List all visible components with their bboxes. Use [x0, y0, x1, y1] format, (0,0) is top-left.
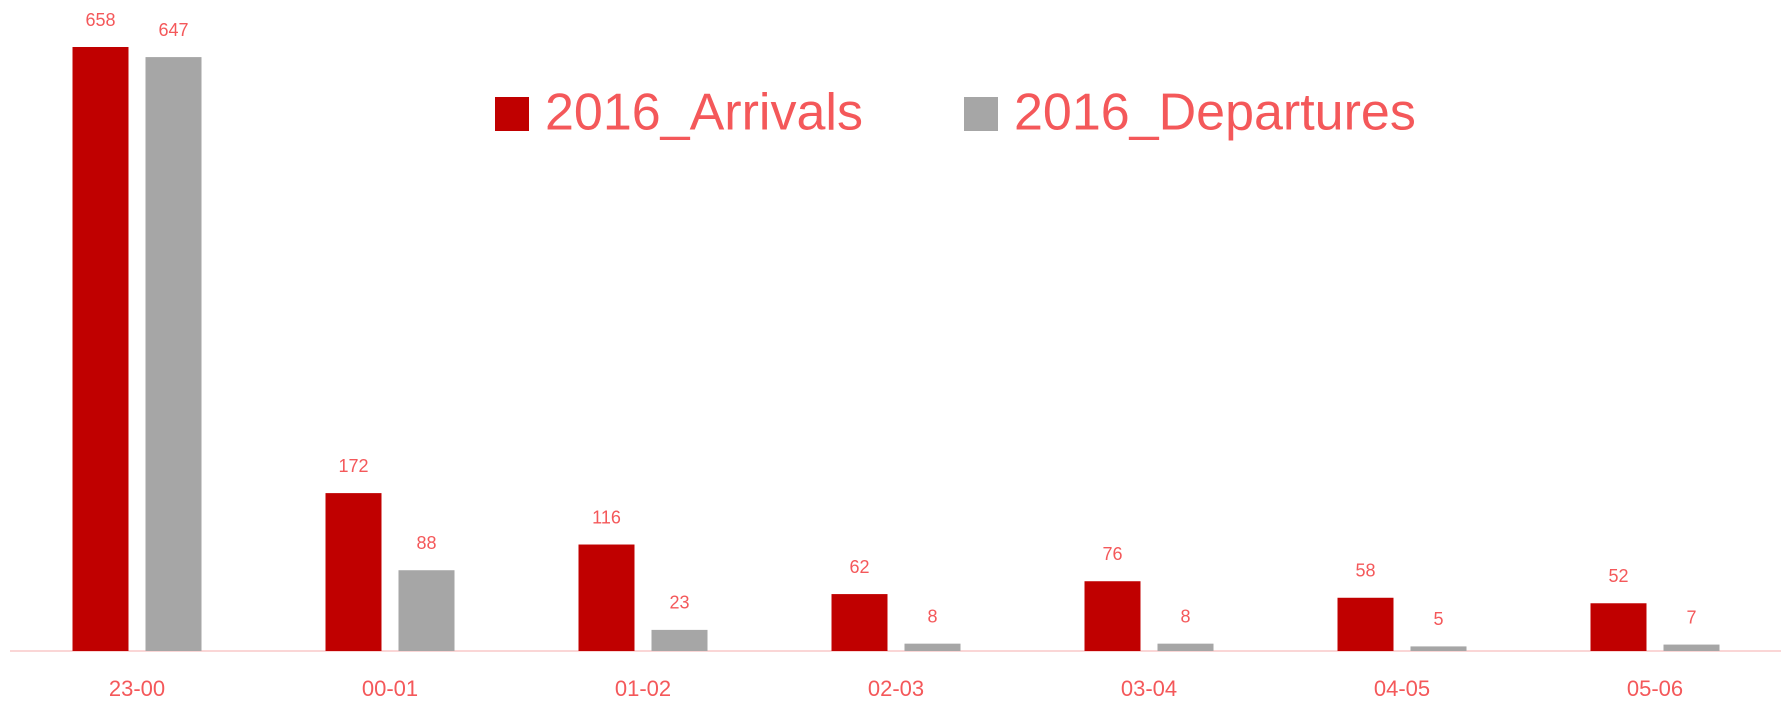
x-tick-label: 00-01: [362, 676, 418, 701]
data-label: 88: [416, 533, 436, 553]
x-tick-label: 23-00: [109, 676, 165, 701]
bar: [1410, 646, 1467, 651]
bar: [1157, 643, 1214, 651]
data-label: 5: [1433, 609, 1443, 629]
x-tick-label: 02-03: [868, 676, 924, 701]
data-label: 172: [338, 456, 368, 476]
bar: [578, 544, 635, 651]
x-tick-label: 01-02: [615, 676, 671, 701]
data-label: 7: [1686, 607, 1696, 627]
legend-swatch: [964, 97, 998, 131]
data-label: 76: [1102, 544, 1122, 564]
legend-label: 2016_Departures: [1014, 84, 1416, 142]
x-tick-label: 05-06: [1627, 676, 1683, 701]
data-label: 62: [849, 557, 869, 577]
data-label: 58: [1355, 561, 1375, 581]
legend-swatch: [495, 97, 529, 131]
x-tick-label: 04-05: [1374, 676, 1430, 701]
data-label: 658: [85, 10, 115, 30]
bar: [651, 629, 708, 651]
bar: [145, 57, 202, 651]
data-label: 647: [158, 20, 188, 40]
bar: [72, 47, 129, 651]
x-tick-label: 03-04: [1121, 676, 1177, 701]
bar: [1337, 597, 1394, 651]
bar: [831, 594, 888, 651]
legend-label: 2016_Arrivals: [545, 84, 863, 142]
data-label: 8: [927, 606, 937, 626]
data-label: 23: [669, 593, 689, 613]
data-label: 8: [1180, 606, 1190, 626]
bar: [1590, 603, 1647, 651]
bar: [398, 570, 455, 651]
bar: [1663, 644, 1720, 651]
data-label: 116: [592, 507, 621, 527]
data-label: 52: [1608, 566, 1628, 586]
bar: [904, 643, 961, 651]
bar: [325, 493, 382, 651]
bar: [1084, 581, 1141, 651]
